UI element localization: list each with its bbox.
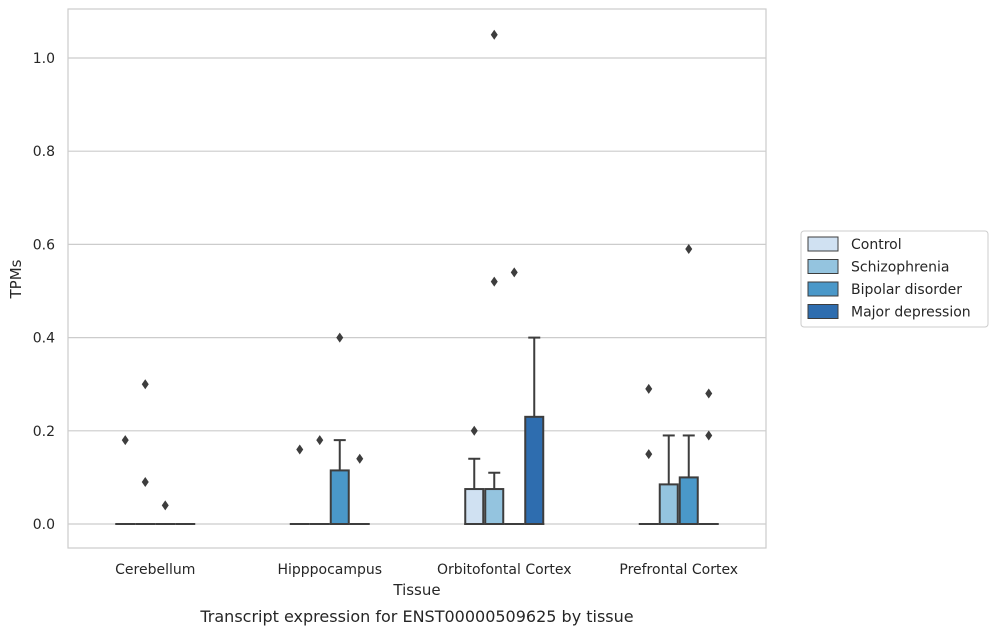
box: [464, 488, 485, 525]
x-tick-label: Orbitofontal Cortex: [437, 562, 572, 578]
chart-caption: Transcript expression for ENST0000050962…: [199, 607, 633, 626]
outlier-point: [470, 425, 478, 436]
legend-label: Schizophrenia: [851, 260, 949, 276]
outlier-point: [336, 332, 344, 343]
box-group: [309, 435, 330, 525]
x-axis-title: Tissue: [392, 581, 440, 599]
outlier-point: [121, 435, 129, 446]
box-group: [349, 453, 370, 525]
outlier-point: [510, 267, 518, 278]
legend-label: Major depression: [851, 305, 971, 321]
y-tick-labels: 0.0 0.2 0.4 0.6 0.8 1.0: [33, 51, 55, 533]
x-tick-label: Cerebellum: [115, 562, 195, 578]
box-group: [658, 434, 679, 526]
y-tick-label: 0.4: [33, 331, 55, 347]
box-group: [484, 29, 505, 525]
legend-swatch: [807, 236, 839, 252]
outlier-point: [296, 444, 304, 455]
box-group: [698, 388, 719, 525]
y-tick-label: 1.0: [33, 51, 55, 67]
legend-label: Control: [851, 237, 902, 253]
y-tick-label: 0.0: [33, 517, 55, 533]
outlier-point: [490, 29, 498, 40]
box: [329, 469, 350, 526]
outlier-point: [316, 435, 324, 446]
y-tick-label: 0.8: [33, 144, 55, 160]
plot-frame: [67, 8, 767, 549]
box-group: [678, 244, 699, 525]
box-group: [135, 379, 156, 525]
x-tick-label: Prefrontal Cortex: [619, 562, 738, 578]
outlier-point: [490, 276, 498, 287]
outlier-point: [685, 244, 693, 255]
x-tick-labels: Cerebellum Hipppocampus Orbitofontal Corte…: [115, 562, 738, 578]
legend: Control Schizophrenia Bipolar disorder Majo…: [800, 230, 989, 328]
outlier-point: [645, 449, 653, 460]
boxes-layer: [115, 29, 719, 526]
box-group: [329, 332, 350, 526]
outlier-point: [161, 500, 169, 511]
outlier-point: [645, 383, 653, 394]
box-group: [115, 435, 136, 525]
box-group: [638, 383, 659, 525]
box-group: [464, 425, 485, 525]
outlier-point: [141, 477, 149, 488]
y-tick-label: 0.6: [33, 237, 55, 253]
x-tick-label: Hipppocampus: [277, 562, 382, 578]
legend-swatch: [807, 304, 839, 319]
outlier-point: [705, 388, 713, 399]
outlier-point: [705, 430, 713, 441]
outlier-point: [356, 453, 364, 464]
legend-label: Bipolar disorder: [851, 282, 962, 298]
box: [524, 415, 545, 526]
y-axis-title: TPMs: [7, 259, 25, 299]
outlier-point: [141, 379, 149, 390]
legend-frame: [800, 230, 989, 328]
legend-swatch: [807, 259, 839, 274]
plot-background: [68, 9, 766, 548]
box: [484, 488, 505, 525]
box: [678, 476, 699, 525]
box-group: [524, 336, 545, 526]
box: [658, 483, 679, 526]
box-group: [504, 267, 525, 525]
y-tick-label: 0.2: [33, 424, 55, 440]
box-group: [289, 444, 310, 525]
box-group: [155, 500, 176, 525]
legend-swatch: [807, 281, 839, 297]
